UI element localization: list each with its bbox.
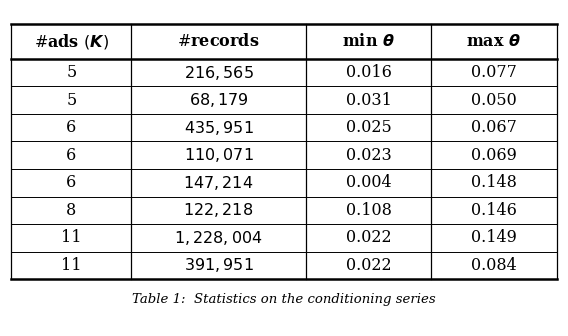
Text: 0.025: 0.025 (346, 119, 391, 136)
Text: $147, 214$: $147, 214$ (183, 174, 254, 192)
Text: $\#$ads $(\boldsymbol{K})$: $\#$ads $(\boldsymbol{K})$ (34, 32, 109, 51)
Text: 0.084: 0.084 (471, 257, 517, 274)
Text: 0.016: 0.016 (345, 64, 391, 81)
Text: 11: 11 (61, 229, 82, 246)
Text: $1, 228, 004$: $1, 228, 004$ (174, 229, 263, 247)
Text: max $\boldsymbol{\theta}$: max $\boldsymbol{\theta}$ (466, 33, 521, 50)
Text: 0.067: 0.067 (471, 119, 517, 136)
Text: 11: 11 (61, 257, 82, 274)
Text: 0.148: 0.148 (471, 174, 517, 191)
Text: 0.108: 0.108 (345, 202, 391, 219)
Text: min $\boldsymbol{\theta}$: min $\boldsymbol{\theta}$ (342, 33, 395, 50)
Text: Table 1:  Statistics on the conditioning series: Table 1: Statistics on the conditioning … (132, 293, 436, 306)
Text: 0.023: 0.023 (346, 147, 391, 164)
Text: 0.022: 0.022 (346, 229, 391, 246)
Text: 0.022: 0.022 (346, 257, 391, 274)
Text: 0.077: 0.077 (471, 64, 517, 81)
Text: 6: 6 (66, 147, 77, 164)
Text: 0.146: 0.146 (471, 202, 517, 219)
Text: 5: 5 (66, 64, 77, 81)
Text: 6: 6 (66, 119, 77, 136)
Text: $122, 218$: $122, 218$ (183, 201, 254, 219)
Text: $216, 565$: $216, 565$ (183, 64, 253, 82)
Text: 0.149: 0.149 (471, 229, 517, 246)
Text: $110, 071$: $110, 071$ (183, 146, 253, 164)
Text: $\#$records: $\#$records (177, 33, 260, 50)
Text: 0.004: 0.004 (346, 174, 391, 191)
Text: 8: 8 (66, 202, 77, 219)
Text: $68, 179$: $68, 179$ (189, 91, 249, 109)
Text: 0.031: 0.031 (345, 92, 391, 109)
Text: 0.050: 0.050 (471, 92, 517, 109)
Text: $391, 951$: $391, 951$ (183, 256, 253, 275)
Text: 0.069: 0.069 (471, 147, 517, 164)
Text: $435, 951$: $435, 951$ (183, 119, 253, 137)
Text: 6: 6 (66, 174, 77, 191)
Text: 5: 5 (66, 92, 77, 109)
